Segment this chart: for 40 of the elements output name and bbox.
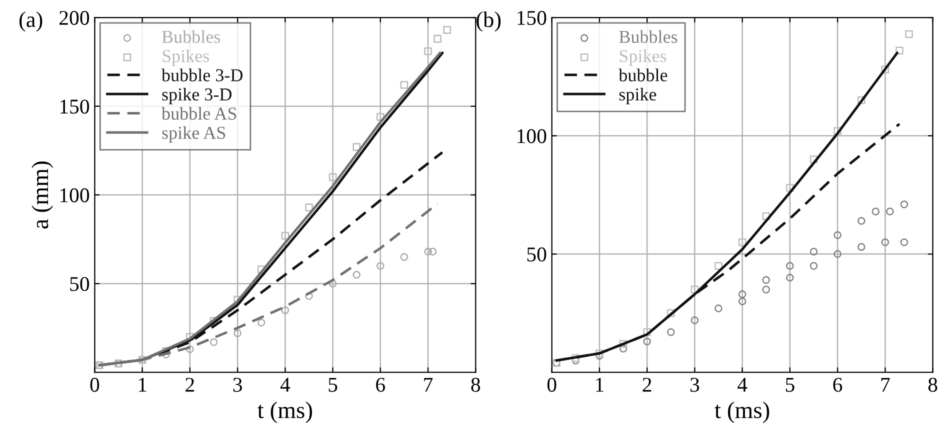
x-tick-label: 5 xyxy=(328,378,338,392)
x-tick-label: 3 xyxy=(690,378,700,392)
x-tick-label: 1 xyxy=(138,378,146,392)
x-tick-label: 6 xyxy=(833,378,842,392)
y-tick-label: 150 xyxy=(518,10,546,25)
x-axis-title: t (ms) xyxy=(714,402,770,424)
x-tick-label: 8 xyxy=(471,378,480,392)
x-tick-label: 1 xyxy=(596,378,604,392)
legend-label: Bubbles xyxy=(619,30,678,43)
x-tick-label: 6 xyxy=(376,378,385,392)
legend-label: bubble AS xyxy=(162,107,236,120)
legend-label: bubble xyxy=(618,68,668,82)
y-axis-title: a (mm) xyxy=(32,162,54,228)
legend-label: spike AS xyxy=(162,126,226,143)
legend-label: spike xyxy=(619,88,656,104)
legend-label: Bubbles xyxy=(162,30,220,43)
chart-title: (a) xyxy=(19,12,42,32)
legend-label: spike 3-D xyxy=(162,88,232,104)
x-tick-label: 5 xyxy=(786,378,794,392)
x-tick-label: 3 xyxy=(233,378,242,392)
legend-label: bubble 3-D xyxy=(162,68,243,82)
x-tick-label: 7 xyxy=(881,378,890,392)
x-tick-label: 2 xyxy=(642,378,652,392)
x-tick-label: 4 xyxy=(738,378,748,392)
y-tick-label: 50 xyxy=(70,276,90,292)
y-tick-label: 100 xyxy=(60,188,90,202)
x-tick-label: 0 xyxy=(547,378,556,392)
x-tick-label: 2 xyxy=(186,378,194,392)
y-tick-label: 100 xyxy=(518,129,546,144)
x-tick-label: 7 xyxy=(424,378,433,392)
y-tick-label: 150 xyxy=(60,100,90,114)
x-tick-label: 0 xyxy=(90,378,100,392)
chart-title: (b) xyxy=(476,12,501,32)
y-tick-label: 200 xyxy=(60,10,90,25)
x-tick-label: 4 xyxy=(280,378,290,392)
legend-label: Spikes xyxy=(620,49,666,66)
x-tick-label: 8 xyxy=(928,378,938,392)
x-axis-title: t (ms) xyxy=(258,402,312,424)
y-tick-label: 50 xyxy=(527,247,546,262)
legend-label: Spikes xyxy=(162,49,210,66)
